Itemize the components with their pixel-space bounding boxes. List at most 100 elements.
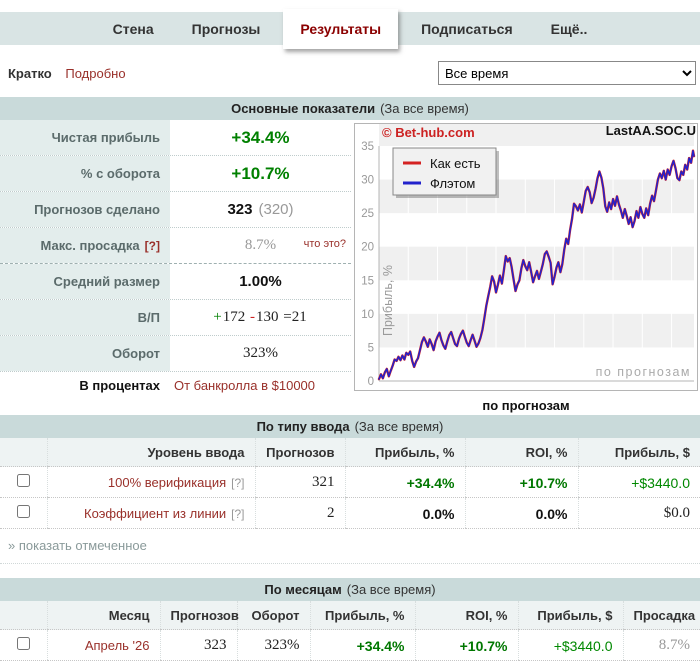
- section-main-period: (За все время): [380, 101, 469, 116]
- help-icon[interactable]: [?]: [231, 507, 245, 521]
- row-label-link[interactable]: 100% верификация: [107, 475, 227, 490]
- cell-profit-usd: +$3440.0: [577, 466, 700, 498]
- stat-label: Оборот: [0, 336, 170, 371]
- row-label-link[interactable]: Коэффициент из линии: [84, 506, 227, 521]
- stats-row-net-profit: Чистая прибыль +34.4%: [0, 120, 351, 156]
- section-by-input-title: По типу ввода: [256, 419, 350, 434]
- col-header-profit-pct: Прибыль, %: [344, 438, 465, 467]
- y-tick-label: 0: [368, 376, 374, 388]
- cell-profit-usd: $0.0: [577, 497, 700, 529]
- col-header-roi: ROI, %: [464, 438, 578, 467]
- stats-row-max-drawdown: Макс. просадка [?] 8.7% что это?: [0, 228, 351, 264]
- tab-forecasts[interactable]: Прогнозы: [191, 20, 261, 37]
- stats-row-win-loss: В/П +172 -130 =21: [0, 300, 351, 336]
- win-sign: +: [213, 309, 222, 325]
- table-row-verification: 100% верификация [?] 321 +34.4% +10.7% +$…: [0, 466, 700, 498]
- help-icon[interactable]: [?]: [144, 238, 160, 253]
- cell-drawdown: 8.7%: [622, 629, 700, 661]
- col-header-month: Месяц: [46, 601, 160, 630]
- cell-forecasts: 321: [254, 466, 345, 498]
- y-tick-label: 30: [361, 175, 374, 187]
- tab-wall[interactable]: Стена: [112, 20, 154, 37]
- help-icon[interactable]: [?]: [231, 476, 245, 490]
- cell-roi: 0.0%: [464, 497, 578, 529]
- view-mode-links: Кратко Подробно: [8, 66, 126, 81]
- y-tick-label: 5: [368, 342, 374, 354]
- y-tick-label: 10: [361, 309, 374, 321]
- cell-profit-pct: +34.4%: [309, 629, 415, 661]
- loss-count: 130: [256, 309, 279, 325]
- y-tick-label: 20: [361, 242, 374, 254]
- row-checkbox[interactable]: [16, 637, 30, 650]
- col-header-profit-usd: Прибыль, $: [517, 601, 623, 630]
- stat-value-forecasts-extra: (320): [258, 201, 294, 218]
- stat-label: Прогнозов сделано: [0, 192, 170, 227]
- series-line-flat: [378, 149, 695, 380]
- section-by-month-period: (За все время): [346, 582, 436, 597]
- month-table-header-row: Месяц Прогнозов Оборот Прибыль, % ROI, %…: [0, 601, 700, 630]
- col-header-profit-pct: Прибыль, %: [309, 601, 415, 630]
- month-table: Месяц Прогнозов Оборот Прибыль, % ROI, %…: [0, 601, 700, 661]
- chart-column: 0 5 10 15 20 25 30 35 Прибыль, % по прогнозам © Be…: [351, 112, 700, 415]
- legend-box: [392, 147, 497, 196]
- view-brief-link[interactable]: Кратко: [8, 65, 52, 81]
- main-area: Чистая прибыль +34.4% % с оборота +10.7%…: [0, 112, 700, 415]
- col-header-profit-usd: Прибыль, $: [577, 438, 700, 467]
- cell-turnover: 323%: [236, 629, 310, 661]
- filter-row: Кратко Подробно Все время: [0, 45, 700, 97]
- table-row-month: Апрель '26 323 323% +34.4% +10.7% +$3440…: [0, 629, 700, 661]
- stats-row-turnover-pct: % с оборота +10.7%: [0, 156, 351, 192]
- cell-profit-usd: +$3440.0: [517, 629, 623, 661]
- cell-profit-pct: 0.0%: [344, 497, 465, 529]
- section-main-header: Основные показатели (За все время): [0, 97, 700, 120]
- col-header-forecasts: Прогнозов: [254, 438, 345, 467]
- bankroll-link[interactable]: От банкролла в $10000: [174, 377, 316, 393]
- row-checkbox[interactable]: [16, 505, 30, 518]
- section-by-month-header: По месяцам (За все время): [0, 578, 700, 601]
- win-count: 172: [222, 309, 246, 325]
- header-checkbox-spacer: [0, 601, 47, 630]
- chart-x-axis-caption: по прогнозам: [482, 398, 570, 413]
- cell-forecasts: 323: [159, 629, 237, 661]
- tab-subscribe[interactable]: Подписаться: [421, 20, 513, 37]
- tab-results[interactable]: Результаты: [283, 8, 399, 49]
- col-header-level: Уровень ввода: [46, 438, 255, 467]
- profit-chart-box: 0 5 10 15 20 25 30 35 Прибыль, % по прогнозам © Be…: [354, 112, 698, 391]
- profit-chart: 0 5 10 15 20 25 30 35 Прибыль, % по прогнозам © Be…: [361, 112, 696, 388]
- input-type-table: Уровень ввода Прогнозов Прибыль, % ROI, …: [0, 438, 700, 529]
- spacer: [0, 564, 700, 578]
- section-by-month-title: По месяцам: [264, 582, 342, 597]
- stat-label: В/П: [0, 300, 170, 335]
- stat-value-win-loss: +172 -130 =21: [170, 300, 351, 335]
- col-header-forecasts: Прогнозов: [159, 601, 239, 630]
- stats-footer: В процентах От банкролла в $10000: [0, 372, 351, 398]
- table-row-line-coefficient: Коэффициент из линии [?] 2 0.0% 0.0% $0.0: [0, 497, 700, 529]
- input-table-header-row: Уровень ввода Прогнозов Прибыль, % ROI, …: [0, 438, 700, 467]
- view-detailed-link[interactable]: Подробно: [65, 65, 126, 81]
- loss-sign: -: [250, 309, 255, 325]
- y-tick-label: 25: [361, 208, 374, 220]
- section-by-input-header: По типу ввода (За все время): [0, 415, 700, 438]
- show-selected-link[interactable]: » показать отмеченное: [0, 529, 700, 564]
- return-count: =21: [283, 309, 307, 325]
- period-select[interactable]: Все время: [438, 61, 696, 85]
- stat-value-turnover-pct: +10.7%: [231, 163, 290, 183]
- top-nav: Стена Прогнозы Результаты Подписаться Ещ…: [0, 8, 700, 49]
- row-checkbox[interactable]: [16, 474, 30, 487]
- stat-label: Макс. просадка: [40, 238, 140, 253]
- cell-roi: +10.7%: [414, 629, 518, 661]
- col-header-roi: ROI, %: [414, 601, 518, 630]
- stats-footer-label: В процентах: [79, 377, 160, 393]
- section-by-input-period: (За все время): [354, 419, 444, 434]
- stat-value-max-drawdown: 8.7%: [244, 237, 277, 253]
- cell-roi: +10.7%: [464, 466, 578, 498]
- stat-label: % с оборота: [0, 156, 170, 191]
- bet-hub-watermark: © Bet-hub.com: [382, 125, 475, 140]
- stat-label: Чистая прибыль: [0, 120, 170, 155]
- cell-profit-pct: +34.4%: [344, 466, 465, 498]
- tab-more[interactable]: Ещё..: [550, 20, 588, 37]
- what-is-it-link[interactable]: что это?: [303, 238, 346, 250]
- month-link[interactable]: Апрель '26: [84, 638, 150, 653]
- stat-label: Средний размер: [0, 264, 170, 299]
- y-tick-label: 15: [361, 275, 374, 287]
